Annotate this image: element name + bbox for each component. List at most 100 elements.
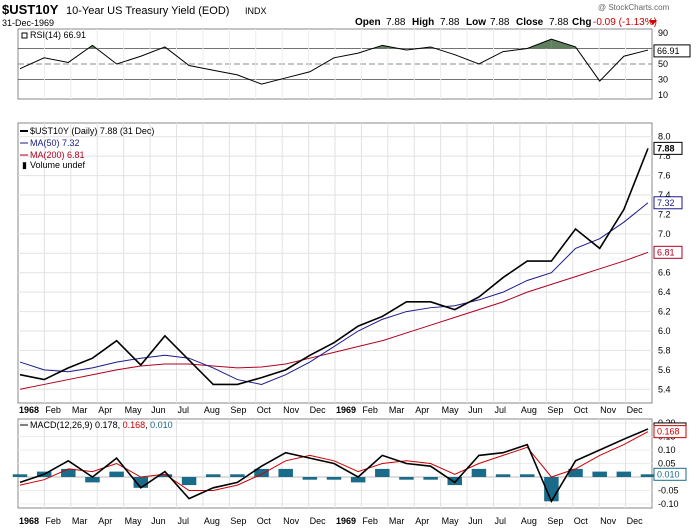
macd-histogram-bar [205, 474, 221, 477]
macd-histogram-bar [399, 477, 414, 480]
macd-histogram-bar [85, 477, 100, 483]
close-value: 7.88 [549, 17, 569, 28]
security-name: 10-Year US Treasury Yield (EOD) [66, 5, 229, 17]
macd-histogram-bar [278, 468, 293, 477]
price-x-tick-label: Feb [45, 405, 61, 415]
macd-x-tick-label: Feb [45, 516, 61, 526]
macd-y-tick-label: -0.10 [658, 499, 679, 509]
open-value: 7.88 [386, 17, 406, 28]
macd-histogram-bar [61, 468, 76, 477]
price-y-tick-label: 7.4 [658, 190, 671, 200]
macd-histogram-bar [375, 468, 390, 477]
macd-histogram-bar [109, 471, 124, 477]
price-x-tick-label: Oct [257, 405, 272, 415]
rsi-current-value-label: 66.91 [657, 46, 680, 56]
quote-line: Open 7.88 High 7.88 Low 7.88 Close 7.88 … [355, 17, 657, 28]
macd-histogram-value-label: 0.010 [657, 469, 680, 479]
change-label: Chg [572, 17, 591, 28]
macd-x-tick-label: 1968 [19, 516, 39, 526]
macd-histogram-bar [568, 468, 583, 477]
macd-legend-hist: 0.010 [150, 420, 173, 430]
low-value: 7.88 [490, 17, 510, 28]
macd-x-tick-label: May [125, 516, 143, 526]
rsi-line [19, 38, 649, 85]
macd-x-tick-label: Oct [257, 516, 272, 526]
price-x-tick-label: Apr [415, 405, 429, 415]
macd-x-tick-label: Mar [72, 516, 88, 526]
price-x-tick-label: Aug [204, 405, 220, 415]
close-label: Close [516, 17, 544, 28]
price-legend-text: $UST10Y (Daily) 7.88 (31 Dec) [30, 126, 154, 136]
price-x-tick-label: Oct [574, 405, 589, 415]
price-x-tick-label: Aug [521, 405, 537, 415]
price-x-tick-label: Dec [627, 405, 644, 415]
macd-x-tick-label: Dec [310, 516, 327, 526]
macd-x-tick-label: Apr [98, 516, 112, 526]
change-value: -0.09 (-1.13%) [593, 17, 657, 28]
macd-histogram-bar [230, 474, 245, 477]
price-x-tick-label: Apr [98, 405, 112, 415]
macd-histogram-bar [12, 474, 28, 477]
price-x-tick-label: 1968 [19, 405, 39, 415]
macd-x-tick-label: Oct [574, 516, 589, 526]
macd-x-tick-label: Aug [521, 516, 537, 526]
ma50-line [19, 202, 649, 385]
ma50-legend-text: MA(50) 7.32 [30, 138, 80, 148]
macd-histogram-bar [447, 477, 463, 486]
price-line-value-box [653, 141, 683, 155]
price-y-tick-label: 6.6 [658, 268, 671, 278]
rsi-y-tick-label: 10 [658, 90, 668, 100]
price-y-tick-label: 6.4 [658, 287, 671, 297]
macd-x-tick-label: 1969 [336, 516, 356, 526]
macd-histogram-bar [519, 474, 535, 477]
symbol: $UST10Y [2, 2, 59, 17]
price-line [19, 148, 649, 386]
price-y-tick-label: 5.8 [658, 345, 671, 355]
price-x-tick-label: Dec [310, 405, 327, 415]
ma50-line-value-label: 7.32 [657, 198, 675, 208]
macd-histogram-bar [254, 468, 269, 477]
watermark: @ StockCharts.com [598, 3, 670, 12]
macd-x-tick-label: Jul [178, 516, 190, 526]
chart-header: $UST10Y 10-Year US Treasury Yield (EOD) … [2, 2, 670, 28]
macd-legend-text: MACD(12,26,9) 0.178, 0.168, 0.010 [30, 420, 173, 430]
ma200-line [19, 251, 649, 390]
macd-x-tick-label: Jun [468, 516, 483, 526]
macd-x-tick-label: Dec [627, 516, 644, 526]
price-x-tick-label: 1969 [336, 405, 356, 415]
macd-x-tick-label: Jun [151, 516, 166, 526]
macd-legend-macd: 0.178 [95, 420, 118, 430]
price-y-tick-label: 5.4 [658, 384, 671, 394]
macd-x-tick-label: May [442, 516, 460, 526]
macd-histogram-bar [133, 477, 149, 488]
macd-signal-value-label: 0.168 [657, 427, 680, 437]
price-x-tick-label: Jun [151, 405, 166, 415]
price-x-tick-label: Nov [600, 405, 617, 415]
macd-x-tick-label: Sep [547, 516, 563, 526]
price-x-tick-label: May [442, 405, 460, 415]
macd-histogram-bar [640, 474, 656, 477]
price-y-tick-label: 8.0 [658, 132, 671, 142]
macd-histogram-bar [181, 477, 197, 486]
chart-date: 31-Dec-1969 [2, 18, 54, 28]
down-arrow-icon [649, 20, 657, 25]
macd-histogram-bar [302, 477, 318, 480]
price-legend: $UST10Y (Daily) 7.88 (31 Dec) MA(50) 7.3… [20, 126, 154, 170]
rsi-legend-icon [21, 32, 28, 39]
price-y-tick-label: 7.6 [658, 171, 671, 181]
macd-histogram-bar [157, 474, 173, 477]
volume-icon: ▮ [22, 160, 27, 170]
rsi-y-tick-label: 30 [658, 75, 668, 85]
price-x-tick-label: Mar [389, 405, 405, 415]
price-x-tick-label: Sep [547, 405, 563, 415]
macd-histogram-bar [495, 474, 511, 477]
macd-x-tick-label: Nov [600, 516, 617, 526]
price-y-tick-label: 6.2 [658, 307, 671, 317]
price-y-tick-label: 7.2 [658, 209, 671, 219]
macd-x-tick-label: Mar [389, 516, 405, 526]
macd-signal-value-box [653, 425, 687, 439]
macd-y-tick-label: 0.05 [658, 459, 676, 469]
macd-x-tick-label: Feb [362, 516, 378, 526]
rsi-legend-text: RSI(14) 66.91 [30, 30, 86, 40]
